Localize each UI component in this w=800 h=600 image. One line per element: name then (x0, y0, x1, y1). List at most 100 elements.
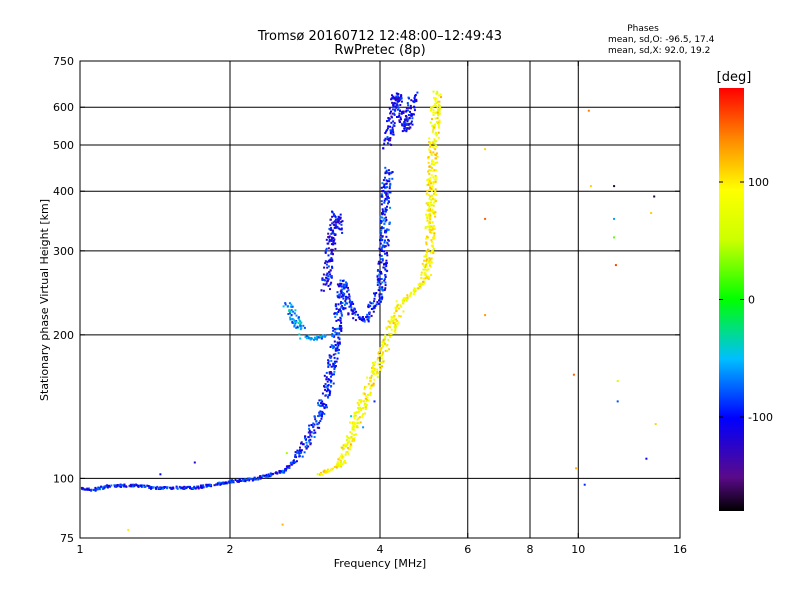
echo-trace (282, 302, 327, 341)
echo-point (336, 463, 339, 466)
echo-point (323, 412, 326, 415)
echo-point (406, 294, 409, 297)
echo-point (330, 257, 333, 260)
echo-point (333, 360, 336, 363)
echo-point (328, 378, 331, 381)
echo-point (343, 286, 345, 289)
echo-point (386, 197, 389, 200)
echo-point (329, 224, 332, 227)
echo-point (330, 355, 333, 358)
echo-point (230, 481, 233, 484)
echo-point (376, 370, 379, 373)
echo-point (310, 424, 313, 426)
echo-point (381, 235, 384, 238)
sparse-echo-point (484, 148, 487, 151)
echo-point (220, 482, 223, 485)
echo-point (394, 102, 397, 105)
echo-point (299, 452, 302, 454)
x-tick-label: 6 (464, 543, 471, 556)
echo-point (389, 336, 392, 338)
echo-point (430, 153, 433, 156)
echo-point (385, 170, 388, 173)
echo-point (339, 282, 342, 285)
echo-point (366, 313, 369, 316)
echo-point (354, 308, 356, 311)
echo-point (431, 236, 434, 239)
echo-point (244, 478, 247, 481)
echo-point (367, 382, 370, 385)
echo-point (392, 131, 395, 134)
echo-point (435, 152, 438, 155)
echo-point (386, 193, 389, 196)
echo-point (386, 228, 388, 231)
echo-point (379, 298, 382, 301)
echo-point (332, 213, 335, 216)
echo-point (419, 284, 421, 287)
echo-point (407, 104, 410, 107)
echo-point (430, 231, 433, 234)
echo-point (424, 272, 426, 275)
echo-point (170, 487, 173, 490)
echo-point (345, 451, 348, 454)
echo-point (132, 485, 135, 488)
echo-point (303, 451, 306, 454)
echo-point (332, 214, 335, 217)
echo-point (321, 279, 324, 281)
echo-point (110, 484, 113, 487)
echo-point (328, 354, 331, 357)
echo-point (382, 179, 385, 182)
echo-point (385, 262, 387, 265)
echo-point (437, 113, 440, 116)
echo-point (389, 137, 392, 139)
echo-point (322, 402, 325, 405)
echo-point (430, 182, 432, 185)
echo-point (349, 421, 351, 424)
echo-point (384, 284, 387, 287)
echo-point (428, 197, 431, 200)
echo-point (272, 472, 274, 475)
echo-point (106, 486, 109, 489)
echo-point (321, 412, 324, 415)
echo-point (425, 274, 428, 277)
echo-point (389, 326, 392, 329)
echo-point (381, 244, 384, 247)
echo-point (427, 248, 429, 251)
stats-heading: Phases (627, 24, 659, 34)
echo-point (325, 386, 328, 389)
echo-point (331, 215, 334, 218)
echo-point (148, 485, 151, 488)
echo-point (430, 198, 433, 201)
echo-point (329, 371, 332, 373)
echo-point (123, 483, 126, 486)
echo-point (324, 388, 327, 391)
echo-point (346, 451, 349, 454)
echo-point (405, 299, 408, 302)
echo-point (300, 441, 303, 444)
echo-point (381, 210, 384, 213)
echo-point (295, 460, 298, 463)
echo-point (431, 188, 434, 191)
echo-point (405, 297, 408, 300)
echo-point (299, 325, 302, 328)
echo-point (94, 489, 97, 492)
echo-point (356, 401, 359, 404)
echo-point (324, 251, 327, 254)
echo-point (366, 318, 369, 321)
echo-point (307, 445, 310, 448)
echo-point (349, 443, 352, 446)
echo-point (366, 315, 369, 318)
echo-point (354, 422, 357, 425)
echo-point (325, 371, 328, 374)
echo-point (434, 180, 437, 183)
echo-point (147, 485, 150, 487)
echo-point (340, 228, 343, 231)
echo-point (394, 327, 397, 330)
echo-point (128, 485, 131, 488)
echo-point (395, 307, 398, 310)
echo-point (382, 212, 384, 215)
echo-point (406, 296, 409, 299)
echo-point (143, 484, 146, 487)
echo-point (365, 316, 368, 319)
echo-point (350, 306, 353, 309)
echo-point (339, 216, 342, 219)
